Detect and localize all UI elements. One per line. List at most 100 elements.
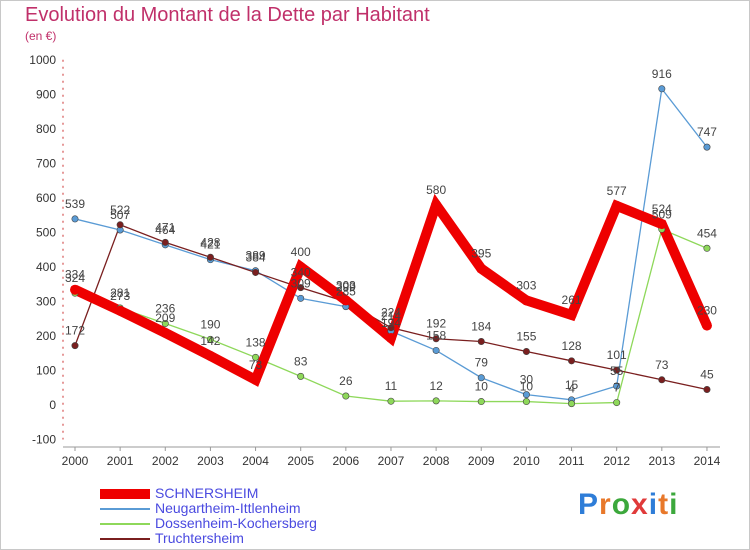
data-point-neugartheim-ittlenheim	[432, 346, 440, 354]
x-tick-label: 2011	[559, 454, 585, 468]
legend-label-dossenheim-kochersberg: Dossenheim-Kochersberg	[155, 515, 317, 531]
data-label-neugartheim-ittlenheim: 79	[475, 356, 489, 370]
data-label-dossenheim-kochersberg: 4	[568, 382, 575, 396]
data-point-dossenheim-kochersberg	[297, 372, 305, 380]
data-label-schnersheim: 261	[562, 293, 582, 307]
data-label-dossenheim-kochersberg: 324	[65, 271, 85, 285]
data-point-truchtersheim	[658, 376, 666, 384]
data-label-dossenheim-kochersberg: 236	[155, 302, 175, 316]
data-point-schnersheim	[431, 199, 442, 210]
data-label-truchtersheim: 128	[562, 339, 582, 353]
data-label-dossenheim-kochersberg: 281	[110, 286, 130, 300]
x-tick-label: 2014	[694, 454, 721, 468]
x-tick-label: 2004	[242, 454, 269, 468]
data-label-dossenheim-kochersberg: 454	[697, 226, 717, 240]
data-label-neugartheim-ittlenheim: 55	[610, 364, 624, 378]
data-point-truchtersheim	[161, 238, 169, 246]
y-tick-label: 800	[36, 122, 56, 136]
data-point-neugartheim-ittlenheim	[297, 294, 305, 302]
data-label-truchtersheim: 45	[700, 367, 714, 381]
data-point-neugartheim-ittlenheim	[658, 85, 666, 93]
data-label-dossenheim-kochersberg: 7	[613, 381, 620, 395]
data-label-neugartheim-ittlenheim: 421	[200, 238, 220, 252]
data-point-schnersheim	[656, 219, 667, 230]
data-label-truchtersheim: 384	[246, 250, 266, 264]
data-label-dossenheim-kochersberg: 11	[385, 379, 398, 393]
data-label-dossenheim-kochersberg: 138	[246, 335, 266, 349]
data-label-dossenheim-kochersberg: 10	[520, 380, 534, 394]
data-label-schnersheim: 395	[471, 247, 491, 261]
data-point-dossenheim-kochersberg	[522, 398, 530, 406]
data-point-schnersheim	[701, 320, 712, 331]
data-label-schnersheim: 303	[336, 278, 356, 292]
logo-letter: o	[611, 488, 632, 521]
x-tick-label: 2007	[378, 454, 405, 468]
data-label-truchtersheim: 428	[200, 235, 220, 249]
data-label-neugartheim-ittlenheim: 539	[65, 197, 85, 211]
data-label-schnersheim: 273	[110, 289, 130, 303]
data-point-schnersheim	[521, 295, 532, 306]
data-point-schnersheim	[205, 350, 216, 361]
data-point-schnersheim	[476, 263, 487, 274]
logo-letter: i	[669, 488, 679, 521]
data-point-neugartheim-ittlenheim	[477, 374, 485, 382]
x-tick-label: 2000	[62, 454, 89, 468]
chart-title: Evolution du Montant de la Dette par Hab…	[25, 4, 430, 26]
x-tick-label: 2002	[152, 454, 179, 468]
logo-letter: t	[658, 488, 670, 521]
data-label-schnersheim: 334	[65, 268, 85, 282]
x-tick-label: 2009	[468, 454, 495, 468]
data-label-truchtersheim: 340	[291, 266, 311, 280]
legend-swatch-dossenheim-kochersberg	[100, 523, 150, 525]
y-tick-label: -100	[32, 433, 56, 447]
data-label-schnersheim: 400	[291, 245, 311, 259]
data-point-dossenheim-kochersberg	[613, 399, 621, 407]
data-point-truchtersheim	[71, 342, 79, 350]
legend-swatch-neugartheim-ittlenheim	[100, 508, 150, 510]
data-point-truchtersheim	[206, 253, 214, 261]
data-point-truchtersheim	[252, 268, 260, 276]
logo-letter: i	[648, 488, 659, 521]
data-point-truchtersheim	[522, 347, 530, 355]
data-label-neugartheim-ittlenheim: 747	[697, 125, 717, 139]
data-point-dossenheim-kochersberg	[477, 398, 485, 406]
data-label-neugartheim-ittlenheim: 285	[336, 285, 356, 299]
data-label-truchtersheim: 522	[110, 203, 130, 217]
data-point-schnersheim	[250, 374, 261, 385]
data-point-schnersheim	[385, 333, 396, 344]
data-point-schnersheim	[340, 295, 351, 306]
data-point-neugartheim-ittlenheim	[613, 382, 621, 390]
data-point-truchtersheim	[613, 366, 621, 374]
x-tick-label: 2010	[513, 454, 540, 468]
data-point-truchtersheim	[477, 337, 485, 345]
legend-label-truchtersheim: Truchtersheim	[155, 530, 244, 546]
data-label-dossenheim-kochersberg: 26	[339, 374, 353, 388]
y-tick-label: 300	[36, 294, 56, 308]
data-label-dossenheim-kochersberg: 83	[294, 354, 308, 368]
data-label-neugartheim-ittlenheim: 309	[291, 276, 311, 290]
data-point-neugartheim-ittlenheim	[703, 143, 711, 151]
data-point-dossenheim-kochersberg	[161, 320, 169, 328]
logo-letter: r	[599, 488, 612, 521]
data-label-neugartheim-ittlenheim: 507	[110, 208, 130, 222]
data-point-schnersheim	[115, 305, 126, 316]
data-label-schnersheim: 577	[607, 184, 627, 198]
data-label-schnersheim: 209	[155, 311, 175, 325]
data-label-schnersheim: 73	[249, 358, 263, 372]
data-point-schnersheim	[295, 261, 306, 272]
data-label-dossenheim-kochersberg: 509	[652, 207, 672, 221]
data-point-truchtersheim	[297, 284, 305, 292]
data-label-schnersheim: 142	[200, 334, 220, 348]
data-point-schnersheim	[566, 309, 577, 320]
data-point-neugartheim-ittlenheim	[71, 215, 79, 223]
data-label-truchtersheim: 101	[607, 348, 627, 362]
data-label-truchtersheim: 172	[65, 324, 85, 338]
data-label-schnersheim: 580	[426, 183, 446, 197]
data-label-neugartheim-ittlenheim: 214	[381, 309, 401, 323]
data-label-truchtersheim: 73	[655, 358, 669, 372]
data-label-neugartheim-ittlenheim: 15	[565, 378, 579, 392]
chart-subtitle: (en €)	[25, 29, 57, 43]
data-point-truchtersheim	[432, 335, 440, 343]
data-label-dossenheim-kochersberg: 10	[475, 380, 489, 394]
